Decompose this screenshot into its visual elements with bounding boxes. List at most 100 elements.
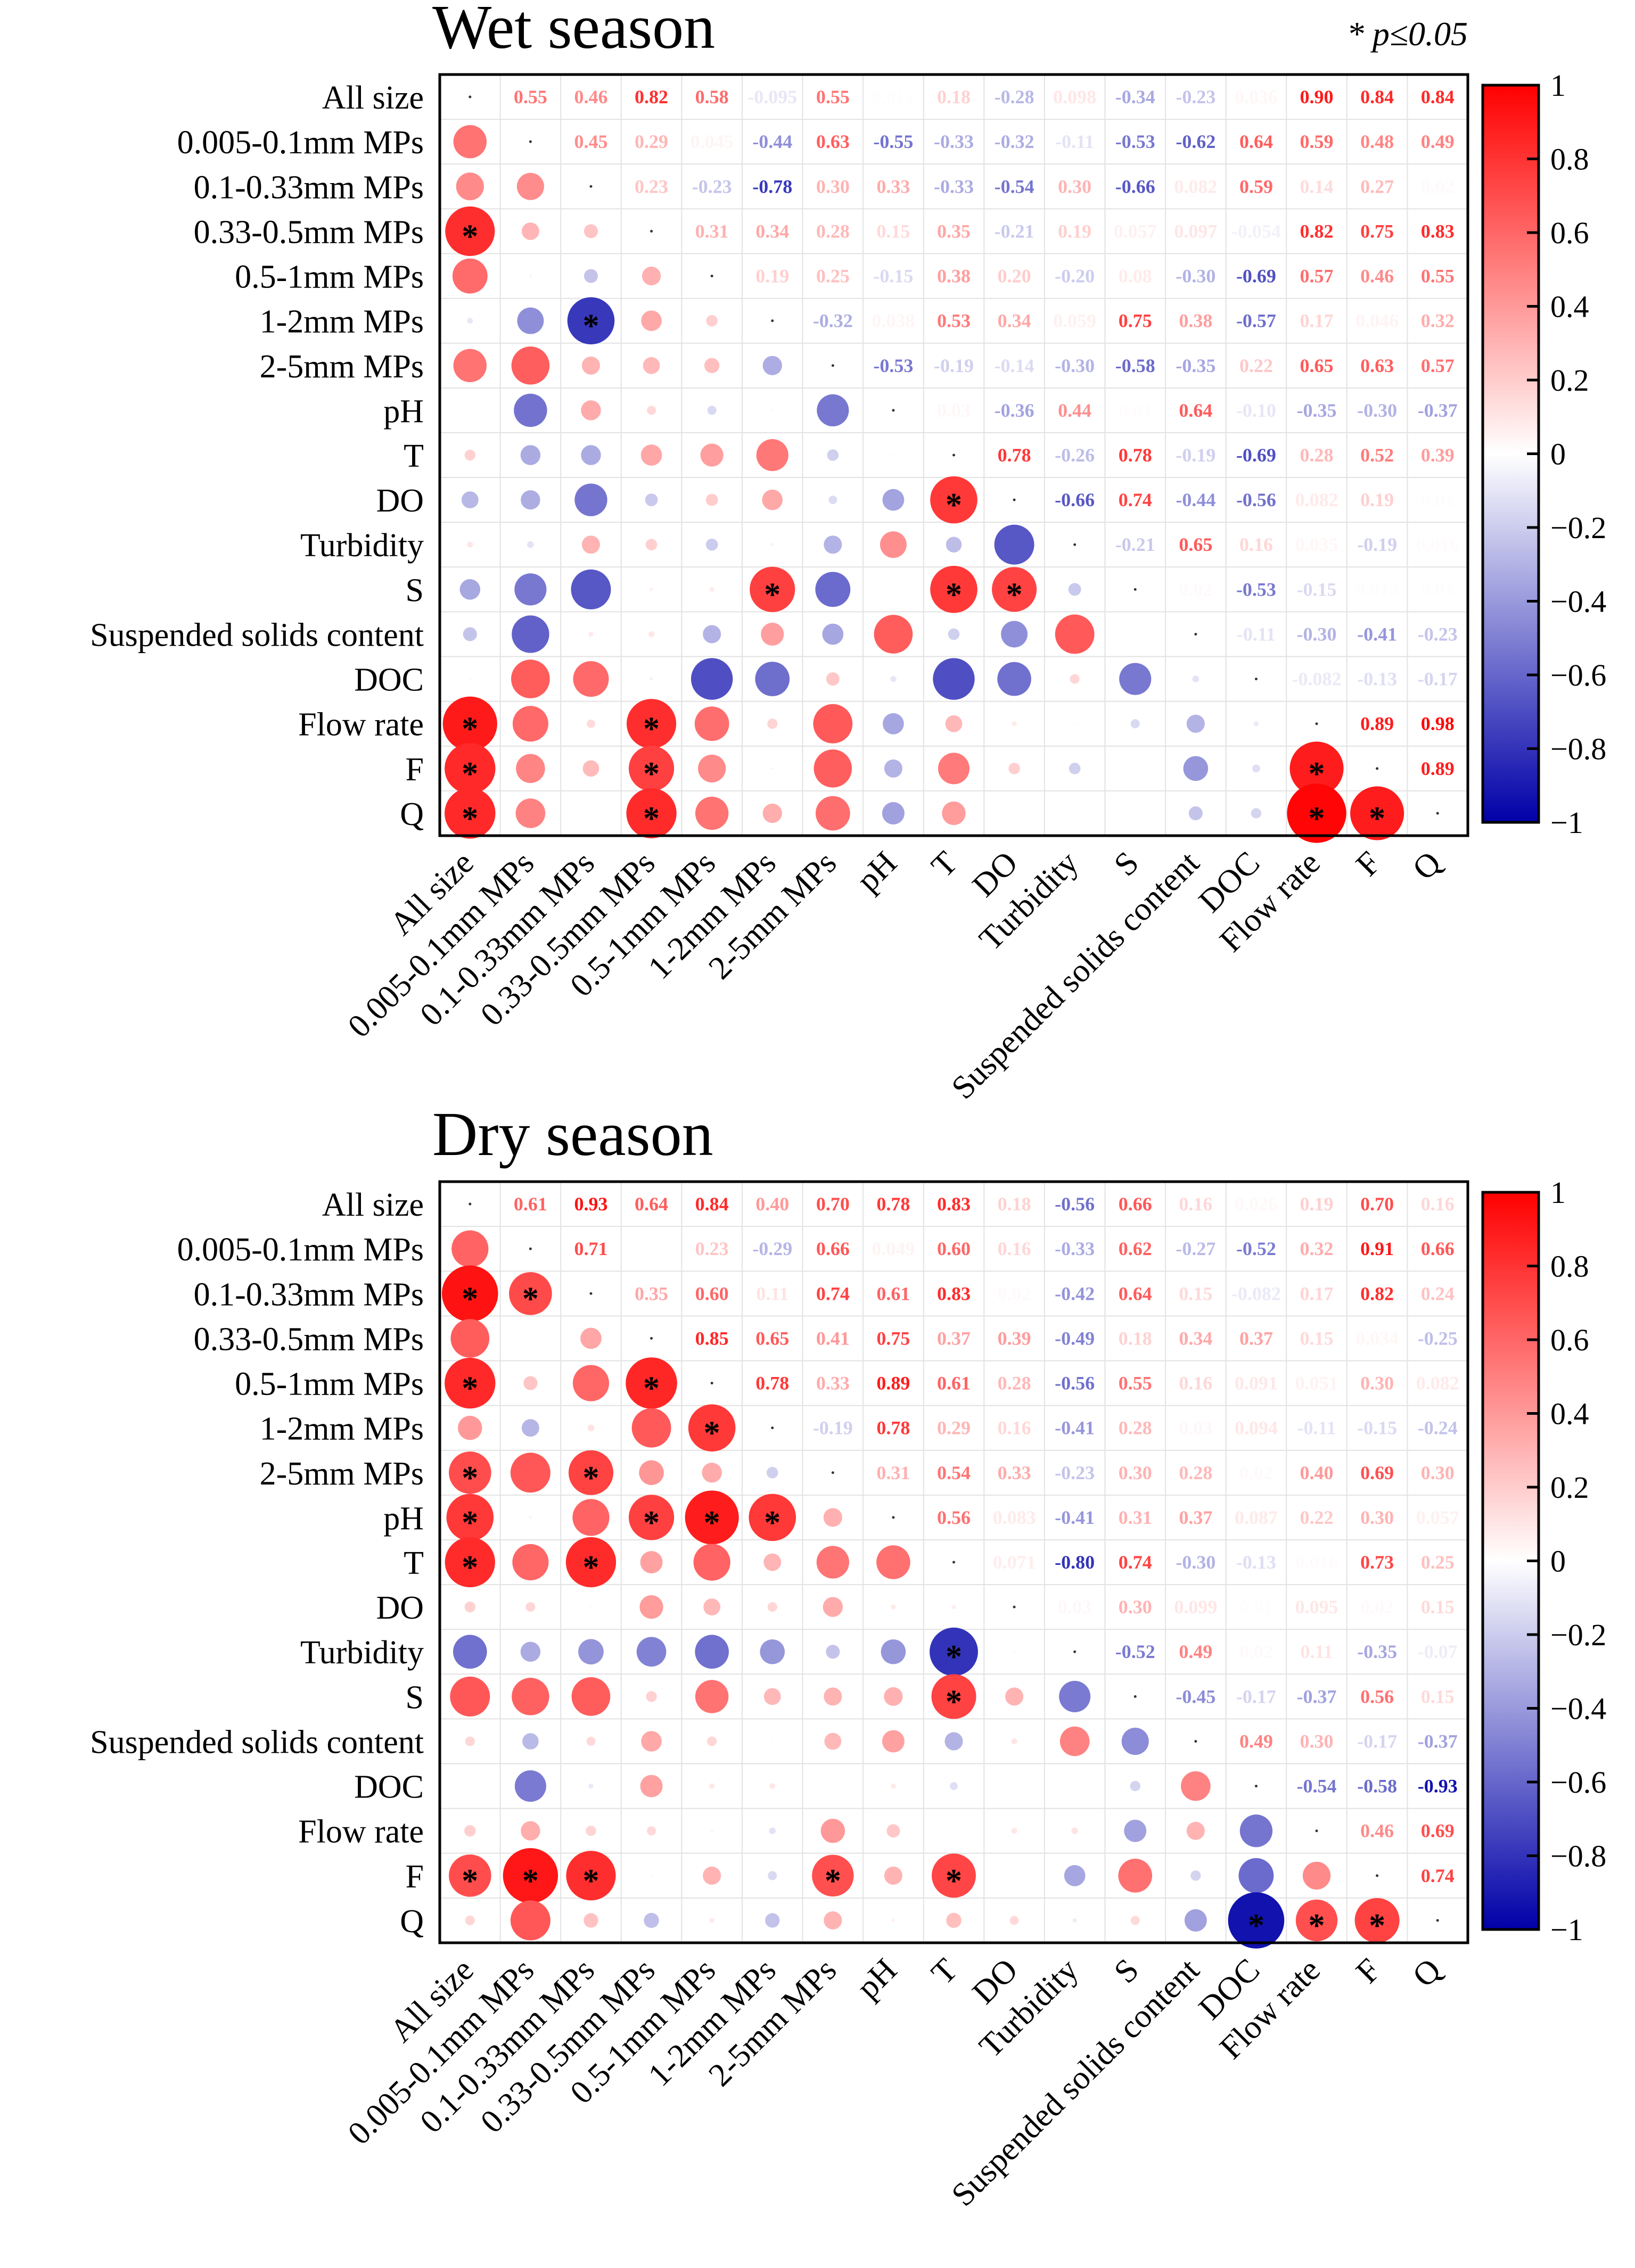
correlation-value: 0.60	[937, 1238, 971, 1259]
correlation-circle	[467, 318, 473, 324]
correlation-value: -0.19	[813, 1417, 853, 1439]
correlation-circle	[580, 1327, 602, 1349]
significance-star: *	[582, 1863, 599, 1899]
row-label: DOC	[354, 1769, 424, 1805]
significance-star: *	[522, 1281, 539, 1317]
cells: 0.55 0.46 0.82 0.58 -0.095 0.55 0.012 0.18 -0.28…	[442, 86, 1459, 843]
correlation-circle	[884, 759, 902, 778]
colorbar-tick-label: −0.2	[1550, 510, 1606, 545]
correlation-value: -0.34	[1115, 86, 1155, 108]
panel-wet-season: Wet season * p≤0.05 0.55 0.46 0.82 0.58 -0.095…	[90, 0, 1606, 1106]
correlation-value: 0.34	[755, 220, 789, 242]
correlation-value: 0.012	[872, 86, 915, 108]
correlation-value: -0.56	[1236, 489, 1276, 510]
correlation-circle	[628, 746, 675, 791]
significance-star: *	[643, 756, 660, 792]
correlation-circle	[756, 439, 788, 472]
row-label: T	[404, 1545, 424, 1581]
diagonal-dot	[710, 1382, 713, 1385]
correlation-value: 0.64	[635, 1193, 668, 1215]
correlation-value: 0.094	[1235, 1417, 1278, 1439]
correlation-value: -0.07	[1418, 1641, 1458, 1662]
correlation-circle	[1184, 1909, 1207, 1932]
row-label: Turbidity	[300, 1635, 424, 1671]
correlation-circle	[1121, 1727, 1149, 1755]
correlation-circle	[997, 662, 1031, 696]
correlation-circle	[710, 1829, 714, 1833]
significance-star: *	[946, 1863, 962, 1899]
correlation-circle	[702, 1463, 722, 1483]
correlation-circle	[691, 658, 733, 700]
correlation-circle	[441, 1265, 498, 1322]
correlation-circle	[464, 1601, 476, 1613]
correlation-value: -0.41	[1055, 1507, 1095, 1528]
correlation-circle	[709, 1918, 714, 1923]
correlation-circle	[945, 715, 963, 732]
diagonal-dot	[650, 229, 653, 233]
correlation-circle	[565, 1537, 617, 1588]
diagonal-dot	[1376, 767, 1379, 770]
correlation-value: 0.038	[872, 310, 915, 332]
correlation-circle	[1130, 1916, 1140, 1925]
correlation-value: 0.082	[1295, 489, 1338, 510]
correlation-circle	[874, 615, 913, 654]
correlation-value: -0.66	[1055, 489, 1095, 510]
correlation-circle	[516, 172, 544, 200]
diagonal-dot	[1194, 632, 1197, 636]
correlation-value: -0.15	[1297, 579, 1337, 600]
correlation-value: 0.25	[1421, 1552, 1455, 1573]
correlation-value: 0.78	[1119, 444, 1152, 466]
correlation-value: 0.02	[1239, 1641, 1273, 1662]
correlation-circle	[930, 1627, 978, 1676]
correlation-value: 0.15	[876, 220, 910, 242]
correlation-circle	[1289, 741, 1344, 796]
correlation-value: 0.64	[1119, 1283, 1152, 1304]
correlation-circle	[572, 1365, 610, 1401]
row-label: S	[406, 572, 424, 608]
correlation-circle	[822, 623, 844, 645]
correlation-circle	[453, 125, 487, 159]
colorbar-tick-label: −0.8	[1550, 732, 1606, 766]
row-label: Q	[400, 1903, 424, 1940]
correlation-value: 0.83	[937, 1193, 971, 1215]
correlation-value: 0.83	[937, 1283, 971, 1304]
colorbar-tick-label: 0.4	[1550, 290, 1589, 324]
correlation-value: 0.08	[1119, 266, 1152, 287]
correlation-value: 0.29	[635, 131, 668, 152]
correlation-circle	[512, 615, 549, 653]
panel-title: Dry season	[432, 1099, 713, 1169]
correlation-circle	[765, 1913, 780, 1928]
diagonal-dot	[1254, 678, 1258, 681]
correlation-circle	[1134, 767, 1137, 770]
correlation-value: 0.051	[1295, 1373, 1338, 1394]
correlation-value: 0.69	[1421, 1820, 1455, 1842]
correlation-circle	[464, 449, 476, 461]
significance-star: *	[704, 1415, 720, 1451]
correlation-circle	[589, 1606, 592, 1609]
correlation-circle	[529, 274, 532, 278]
correlation-value: 0.78	[998, 444, 1031, 466]
correlation-value: -0.19	[934, 355, 974, 376]
correlation-value: 0.15	[1421, 1686, 1455, 1707]
diagonal-dot	[1133, 1695, 1137, 1698]
row-label: 0.1-0.33mm MPs	[194, 1276, 424, 1313]
diagonal-dot	[589, 185, 593, 188]
correlation-value: 0.18	[998, 1193, 1031, 1215]
correlation-circle	[640, 1551, 663, 1574]
colorbar: 1 0.8 0.6 0.4 0.2 0 −0.2 −0.4 −0.6 −0.8 −1	[1481, 1175, 1606, 1947]
correlation-circle	[626, 788, 677, 839]
correlation-circle	[771, 767, 774, 770]
row-label: Flow rate	[298, 707, 424, 743]
correlation-value: 0.45	[574, 131, 607, 152]
correlation-value: -0.44	[1176, 489, 1215, 510]
correlation-value: 0.16	[1421, 1193, 1455, 1215]
correlation-value: 0.75	[876, 1327, 910, 1349]
correlation-circle	[693, 1544, 730, 1581]
correlation-circle	[813, 704, 853, 744]
row-label: All size	[322, 1187, 424, 1223]
colorbar-tick-label: 0.2	[1550, 1470, 1589, 1505]
correlation-circle	[578, 1639, 604, 1665]
correlation-circle	[769, 1783, 776, 1789]
correlation-value: -0.36	[995, 400, 1034, 421]
